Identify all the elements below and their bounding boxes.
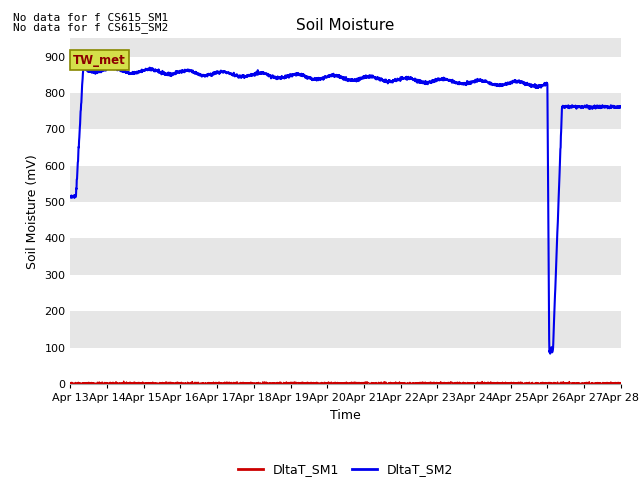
Bar	[70, 166, 621, 202]
Bar	[70, 129, 621, 166]
Bar	[70, 239, 621, 275]
Bar	[70, 202, 621, 239]
Bar	[70, 57, 621, 93]
X-axis label: Time: Time	[330, 408, 361, 421]
Bar	[70, 275, 621, 311]
Y-axis label: Soil Moisture (mV): Soil Moisture (mV)	[26, 154, 39, 269]
Text: TW_met: TW_met	[73, 54, 126, 67]
Title: Soil Moisture: Soil Moisture	[296, 18, 395, 33]
Text: No data for f CS615_SM1: No data for f CS615_SM1	[13, 12, 168, 23]
Text: No data for f CS615_SM2: No data for f CS615_SM2	[13, 22, 168, 33]
Legend: DltaT_SM1, DltaT_SM2: DltaT_SM1, DltaT_SM2	[233, 458, 458, 480]
Bar	[70, 311, 621, 348]
Bar	[70, 348, 621, 384]
Bar	[70, 38, 621, 57]
Bar	[70, 93, 621, 129]
